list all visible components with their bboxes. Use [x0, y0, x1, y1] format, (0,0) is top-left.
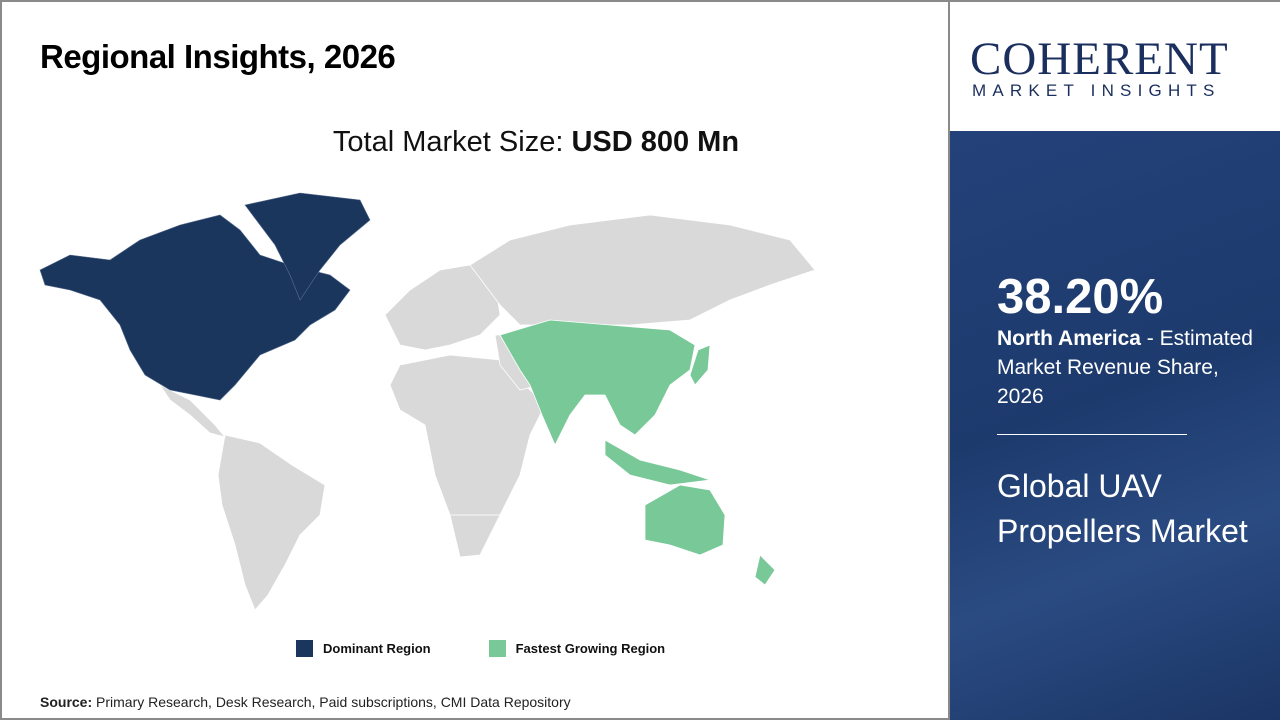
legend-item-fastest: Fastest Growing Region [488, 640, 666, 657]
side-panel: COHERENT MARKET INSIGHTS 38.20% North Am… [948, 0, 1280, 720]
divider [997, 434, 1187, 435]
region-japan [689, 344, 711, 386]
logo-name: COHERENT [970, 33, 1229, 85]
region-russia-north-asia [469, 214, 816, 326]
share-description: North America - Estimated Market Revenue… [997, 324, 1267, 411]
region-asia-pacific [499, 319, 696, 446]
fastest-swatch [488, 640, 506, 657]
legend-label: Fastest Growing Region [515, 641, 666, 656]
product-name: Global UAV Propellers Market [997, 468, 1248, 549]
region-australia [644, 484, 726, 556]
company-logo: COHERENT MARKET INSIGHTS [950, 0, 1280, 131]
page-title: Regional Insights, 2026 [40, 38, 396, 75]
dominant-swatch [296, 640, 313, 657]
region-europe [384, 264, 501, 351]
region-greenland [244, 192, 371, 301]
legend-item-dominant: Dominant Region [296, 640, 431, 657]
source-label: Source: [40, 694, 93, 710]
source-note: Source: Primary Research, Desk Research,… [40, 694, 571, 710]
share-region: North America [997, 327, 1141, 350]
share-text: - Estimated Market Revenue Share, 2026 [997, 327, 1253, 408]
world-map [39, 192, 816, 611]
region-central-america [158, 383, 227, 438]
logo-tagline: MARKET INSIGHTS [972, 81, 1221, 100]
market-size-label: Total Market Size: [332, 126, 572, 158]
highlight-panel: 38.20% North America - Estimated Market … [950, 131, 1280, 720]
region-south-america [217, 434, 326, 611]
region-new-zealand [754, 554, 776, 586]
share-percent: 38.20% [997, 270, 1164, 324]
legend-label: Dominant Region [323, 641, 431, 656]
total-market-size: Total Market Size: USD 800 Mn [0, 126, 1072, 159]
region-indonesia [604, 439, 711, 486]
region-north-america [39, 214, 351, 401]
market-size-value: USD 800 Mn [571, 126, 740, 158]
map-legend: Dominant Region Fastest Growing Region [296, 640, 665, 657]
source-text: Primary Research, Desk Research, Paid su… [92, 694, 571, 710]
region-south-africa [449, 514, 501, 558]
